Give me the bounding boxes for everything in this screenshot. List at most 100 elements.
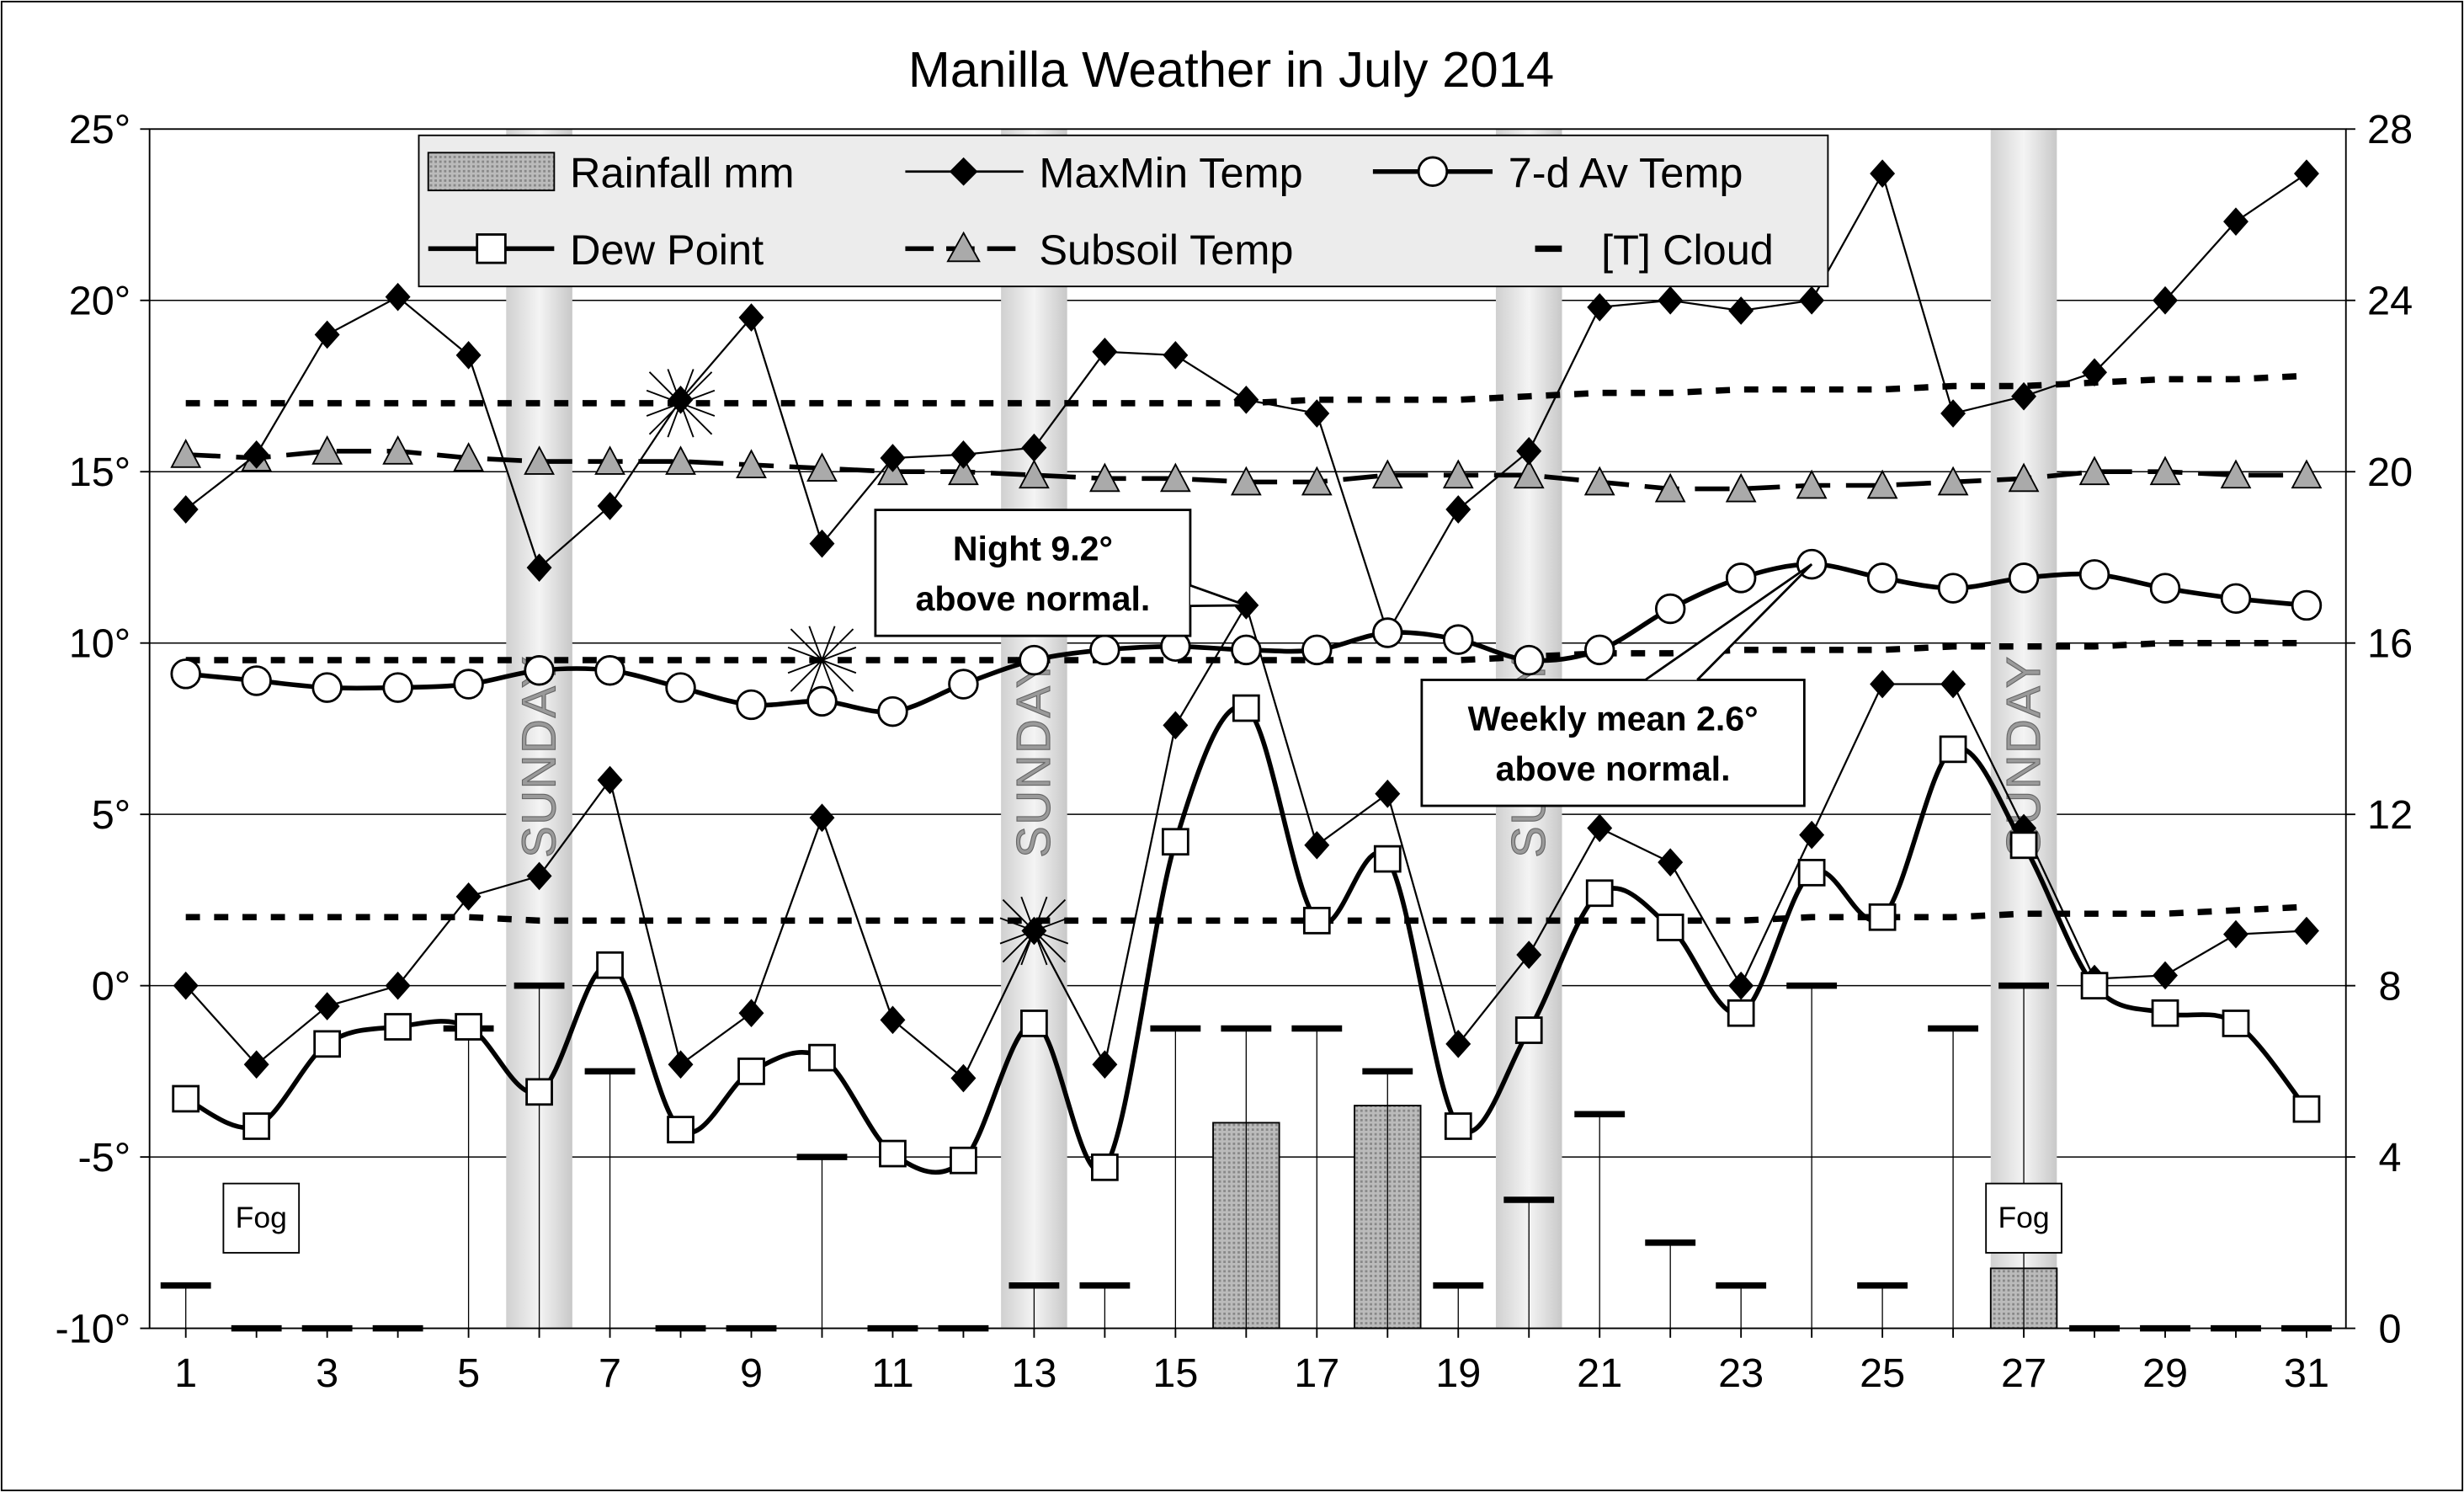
avg-temp-point [1514, 644, 1545, 676]
avg-temp-point [453, 669, 484, 700]
dew-point-point [525, 1078, 553, 1106]
dew-point-point [172, 1084, 200, 1113]
dew-point-point [1302, 906, 1331, 935]
annotation-box [1420, 679, 1806, 807]
min-temp-point [526, 861, 552, 891]
avg-temp-point [2078, 559, 2110, 590]
y-right-tick-label: 8 [2379, 963, 2402, 1009]
y-left-tick-label: 5° [92, 792, 130, 838]
dew-point-point [950, 1146, 977, 1175]
record-star-marker [646, 369, 716, 438]
avg-temp-point [170, 658, 201, 690]
subsoil-point [2008, 462, 2040, 493]
dew-point-point [1020, 1010, 1048, 1037]
legend-cloud: [T] Cloud [1601, 226, 1774, 274]
y-left-tick-label: 0° [92, 963, 130, 1009]
legend-circle-icon [1417, 156, 1449, 187]
legend-triangle-icon [946, 231, 981, 263]
avg-temp-point [524, 655, 555, 686]
x-tick-label: 15 [1152, 1351, 1198, 1396]
legend-rain-swatch [427, 152, 556, 192]
avg-temp-point [1725, 562, 1757, 594]
dew-point-point [737, 1058, 765, 1085]
dew-point-point [2151, 999, 2179, 1027]
max-temp-point [1728, 296, 1754, 325]
dew-point-point [455, 1013, 482, 1041]
x-tick-label: 11 [871, 1351, 913, 1396]
avg-temp-point [311, 672, 343, 703]
annotation-text: above normal. [1496, 749, 1731, 788]
dew-point-point [1868, 903, 1897, 931]
plot-area: -10° -5° 0° 5° 10° 15° 20° 25° 0 4 8 12 16 20 24 28 SUND… [56, 107, 2413, 1396]
subsoil-point [311, 434, 343, 465]
subsoil-point [1796, 469, 1828, 499]
fog-label: Fog [236, 1201, 287, 1234]
annotation-pointer [1644, 562, 1813, 681]
y-right-tick-label: 0 [2379, 1306, 2402, 1351]
legend-maxmin: MaxMin Temp [1039, 148, 1302, 196]
record-star-marker [999, 896, 1069, 966]
subsoil-point [1159, 462, 1191, 493]
sunday-band [1001, 129, 1067, 1329]
subsoil-point [2220, 459, 2252, 489]
y-right-tick-label: 28 [2367, 107, 2413, 152]
subsoil-point [1866, 469, 1898, 499]
subsoil-point [2291, 459, 2323, 489]
min-temp-point [809, 803, 835, 833]
max-temp-point [173, 495, 199, 524]
avg-temp-point [382, 672, 413, 703]
subsoil-point [1583, 466, 1615, 496]
plot-frame [148, 128, 2347, 1329]
dew-point-point [808, 1043, 836, 1072]
fog-box [1985, 1182, 2062, 1254]
dew-point-point [2009, 831, 2038, 860]
dew-point-point [596, 951, 624, 979]
max-temp-point [2082, 358, 2108, 387]
dew-point-point [1585, 879, 1614, 908]
x-tick-label: 3 [316, 1351, 338, 1396]
min-temp-point [597, 765, 623, 795]
subsoil-point [594, 445, 625, 475]
legend-rainfall: Rainfall mm [570, 148, 794, 196]
min-temp-point [880, 1005, 906, 1035]
subsoil-point [453, 442, 484, 472]
min-temp-point [1304, 830, 1330, 860]
dew-point-point [1232, 694, 1260, 722]
max-temp-point [809, 529, 835, 558]
record-star-marker [787, 626, 857, 695]
max-temp-point [1445, 495, 1471, 524]
subsoil-point [1513, 459, 1545, 489]
subsoil-point [1371, 459, 1403, 489]
avg-temp-point [1583, 634, 1615, 666]
avg-temp-point [1301, 634, 1333, 666]
avg-temp-point [2008, 562, 2040, 594]
max-temp-point [1021, 433, 1047, 462]
avg-temp-point [1937, 573, 1969, 604]
star-ray [999, 917, 1069, 945]
legend: Rainfall mm MaxMin Temp 7-d Av Temp Dew … [418, 134, 1829, 288]
y-left-tick-label: 20° [69, 279, 131, 324]
avg-temp-point [1654, 593, 1686, 625]
x-tick-label: 31 [2284, 1351, 2329, 1396]
avg-temp-point [241, 665, 272, 696]
sunday-label: SUNDAY [1007, 655, 1060, 858]
avg-temp-point [1089, 634, 1120, 666]
dew-point-point [1373, 845, 1402, 873]
subsoil-point [1654, 472, 1686, 503]
max-temp-point [597, 492, 623, 520]
subsoil-point [2078, 456, 2110, 486]
dew-point-point [1091, 1153, 1119, 1181]
avg-temp-point [1231, 634, 1262, 666]
y-left-tick-label: -10° [56, 1306, 131, 1351]
dew-point-point [2292, 1095, 2321, 1123]
annotation-text: Night 9.2° [953, 529, 1113, 567]
max-temp-point [2294, 159, 2319, 189]
avg-temp-point [1372, 617, 1403, 648]
x-tick-label: 5 [457, 1351, 480, 1396]
x-tick-label: 25 [1860, 1351, 1905, 1396]
subsoil-point [806, 452, 838, 482]
subsoil-point [1725, 472, 1757, 503]
x-tick-label: 1 [174, 1351, 197, 1396]
y-right-tick-label: 4 [2379, 1135, 2402, 1180]
